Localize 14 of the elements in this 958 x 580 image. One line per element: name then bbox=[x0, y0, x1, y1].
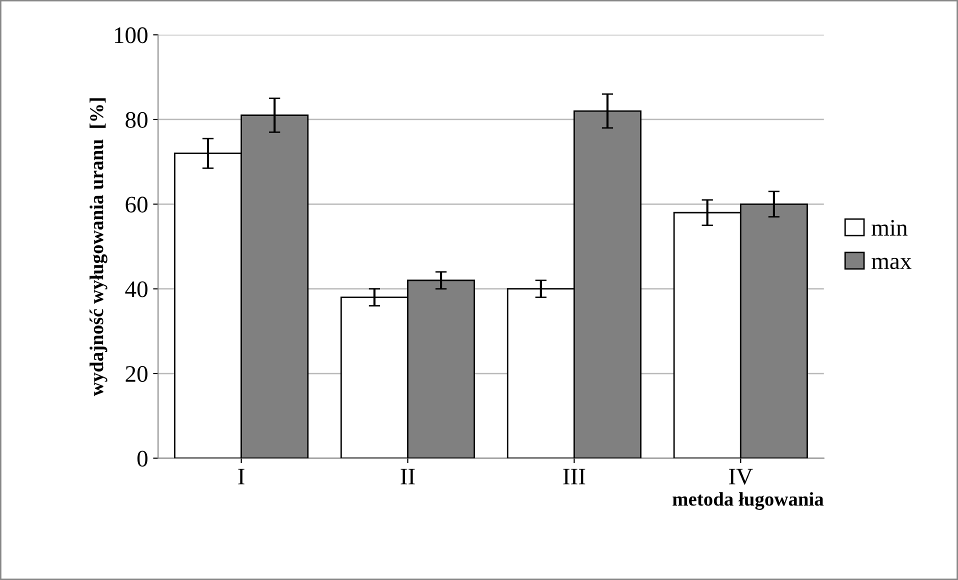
x-tick-label: I bbox=[238, 468, 244, 484]
y-tick-label: 100 bbox=[115, 27, 148, 44]
y-tick-label: 20 bbox=[126, 366, 148, 382]
x-tick-label: IV bbox=[729, 468, 753, 485]
x-axis-title: metoda ługowania bbox=[672, 492, 824, 510]
x-tick-label: II bbox=[400, 468, 415, 484]
legend-label: max bbox=[872, 258, 912, 270]
y-tick-label: 80 bbox=[126, 112, 148, 128]
y-tick-label: 60 bbox=[126, 196, 148, 213]
y-tick-label: 0 bbox=[137, 450, 148, 467]
legend-label: min bbox=[872, 220, 908, 236]
x-tick-label: III bbox=[563, 468, 586, 484]
y-axis-title: wydajność wyługowania uranu [%] bbox=[90, 98, 108, 396]
y-tick-label: 40 bbox=[125, 281, 148, 298]
